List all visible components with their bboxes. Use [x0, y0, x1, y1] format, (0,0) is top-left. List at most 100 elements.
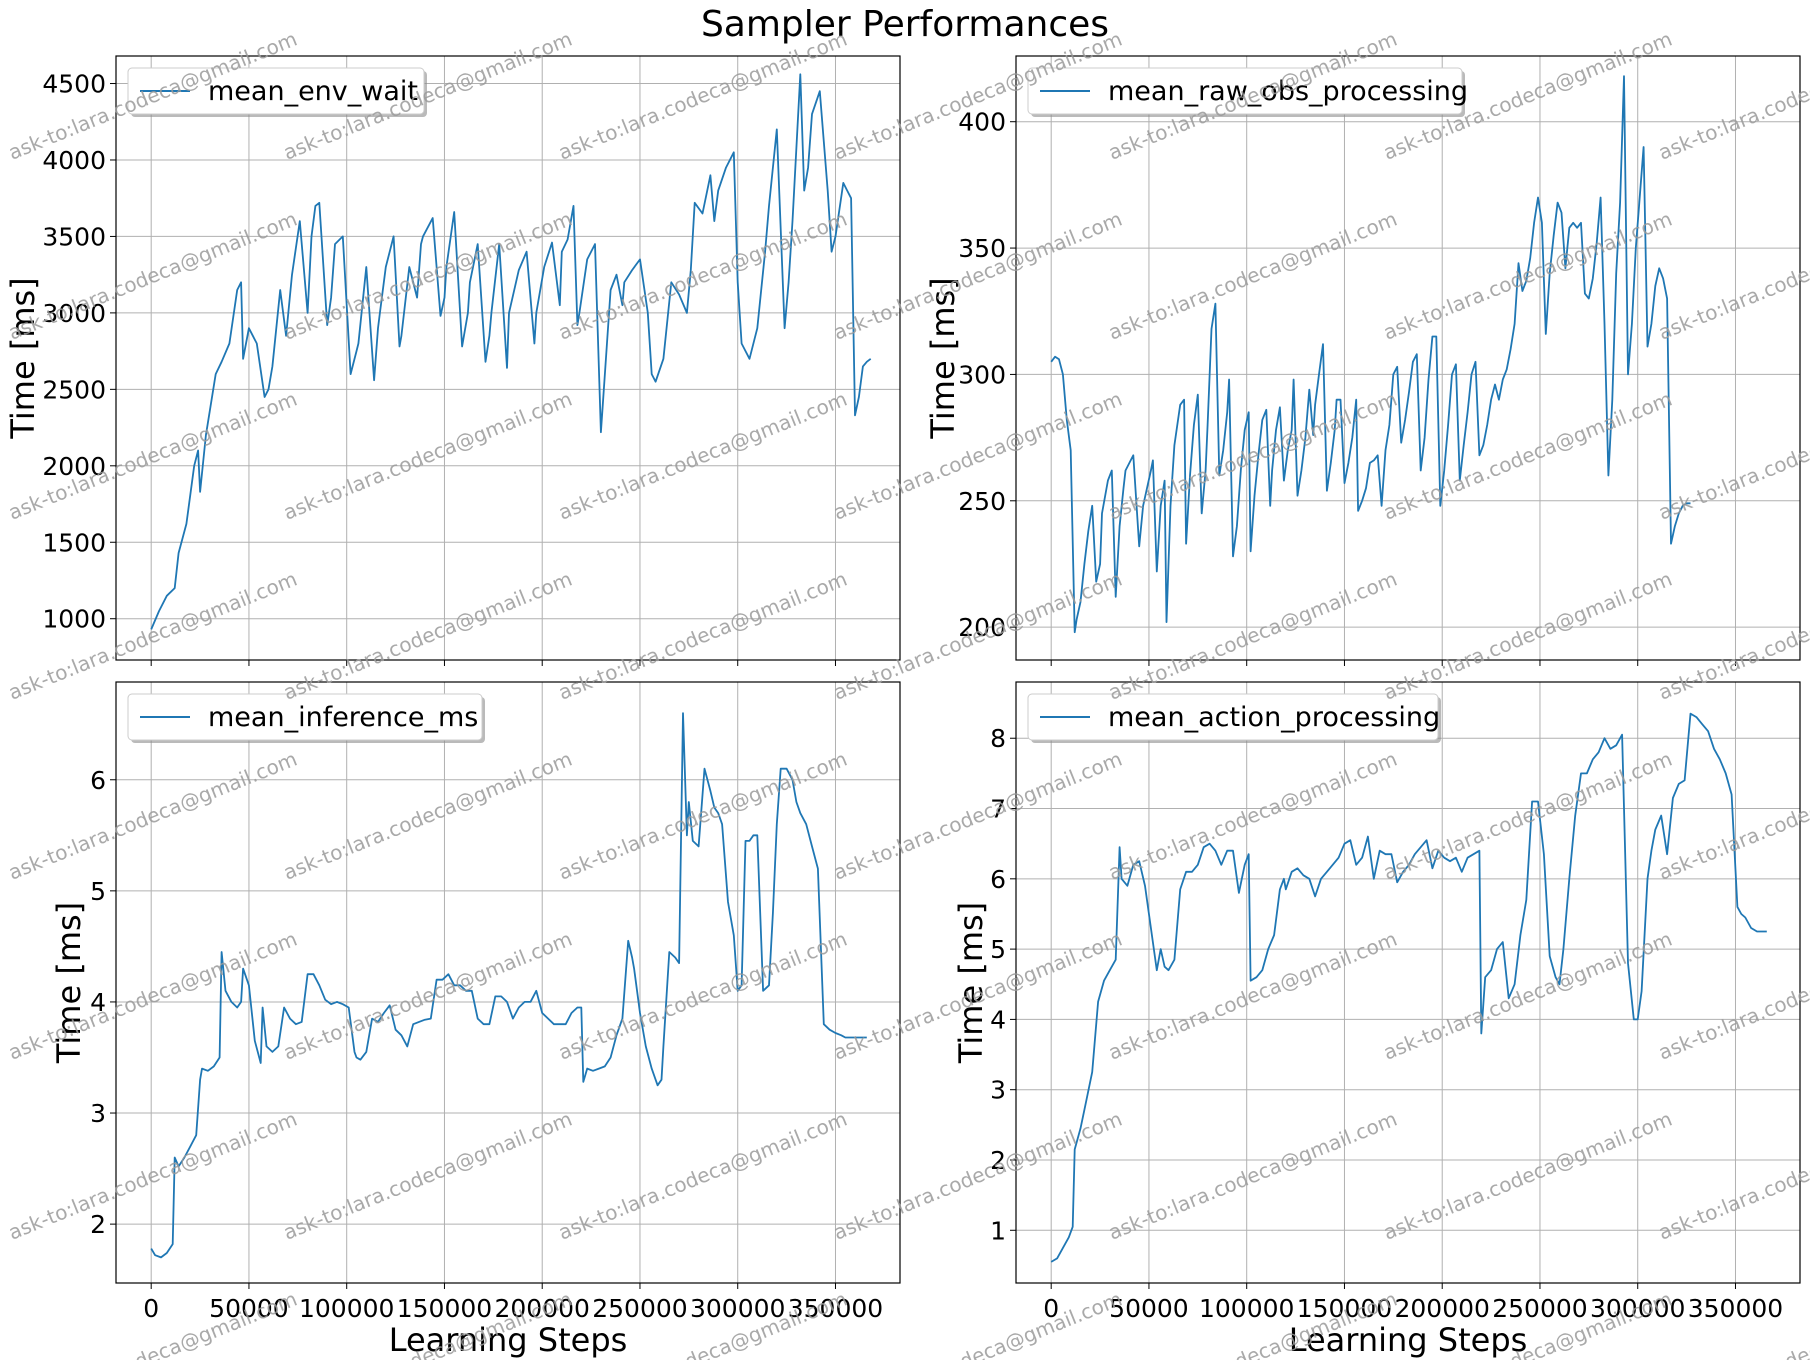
y-tick-label: 1000: [42, 605, 106, 634]
watermark-text: ask-to:lara.codeca@gmail.com: [555, 927, 851, 1065]
series-line-mean_inference_ms: [150, 712, 867, 1259]
watermark-text: ask-to:lara.codeca@gmail.com: [1655, 207, 1810, 345]
y-tick-label: 5: [990, 935, 1006, 964]
y-tick-label: 2500: [42, 375, 106, 404]
watermark-text: ask-to:lara.codeca@gmail.com: [830, 747, 1126, 885]
legend: mean_env_wait: [127, 67, 427, 117]
subplot-mean_raw_obs_processing: 200 250 300 350 400 Time [ms] mean_raw_obs_pro…: [924, 55, 1801, 666]
y-tick-label: 5: [90, 877, 106, 906]
series-line-mean_raw_obs_processing: [1050, 75, 1691, 634]
subplot-mean_inference_ms: 0 50000 100000 150000 200000 250000 300000 3500…: [50, 681, 901, 1359]
y-tick-label: 2: [90, 1210, 106, 1239]
x-tick-label: 250000: [592, 1294, 687, 1323]
x-tick-label: 100000: [299, 1294, 394, 1323]
x-tick-label: 200000: [494, 1294, 589, 1323]
x-tick-label: 0: [1043, 1294, 1059, 1323]
legend-box: [1027, 693, 1439, 741]
y-tick-label: 4: [990, 1005, 1006, 1034]
y-tick-label: 3500: [42, 222, 106, 251]
figure-title: Sampler Performances: [701, 4, 1109, 45]
watermark-text: ask-to:lara.codeca@gmail.com: [1655, 567, 1810, 705]
y-tick-label: 3: [90, 1099, 106, 1128]
x-tick-label: 150000: [397, 1294, 492, 1323]
y-tick-label: 6: [990, 865, 1006, 894]
x-tick-label: 350000: [788, 1294, 883, 1323]
legend-box: [127, 693, 483, 741]
legend-label: mean_env_wait: [208, 76, 418, 107]
watermark-text: ask-to:lara.codeca@gmail.com: [830, 207, 1126, 345]
watermark-text: ask-to:lara.codeca@gmail.com: [555, 387, 851, 525]
y-tick-label: 3000: [42, 299, 106, 328]
watermark-text: ask-to:lara.codeca@gmail.com: [1655, 927, 1810, 1065]
watermark-text: ask-to:lara.codeca@gmail.com: [280, 747, 576, 885]
legend-label: mean_action_processing: [1108, 702, 1440, 733]
x-tick-label: 300000: [690, 1294, 785, 1323]
y-tick-label: 4000: [42, 146, 106, 175]
watermark-text: ask-to:lara.codeca@gmail.com: [555, 567, 851, 705]
watermark-layer: ask-to:lara.codeca@gmail.comask-to:lara.…: [5, 27, 1810, 1360]
y-tick-label: 6: [90, 766, 106, 795]
watermark-text: ask-to:lara.codeca@gmail.com: [555, 27, 851, 165]
watermark-text: ask-to:lara.codeca@gmail.com: [280, 567, 576, 705]
watermark-text: ask-to:lara.codeca@gmail.com: [280, 387, 576, 525]
watermark-text: ask-to:lara.codeca@gmail.com: [1655, 1107, 1810, 1245]
y-tick-label: 4: [90, 988, 106, 1017]
axes-frame: [1015, 55, 1801, 661]
legend: mean_inference_ms: [127, 693, 485, 743]
legend-label: mean_inference_ms: [208, 702, 478, 733]
y-axis-label: Time [ms]: [50, 902, 88, 1064]
axes-frame: [115, 681, 901, 1284]
y-tick-label: 200: [958, 613, 1006, 642]
x-tick-label: 300000: [1590, 1294, 1685, 1323]
x-tick-label: 50000: [209, 1294, 289, 1323]
legend-box: [1027, 67, 1463, 115]
y-tick-label: 8: [990, 724, 1006, 753]
x-tick-label: 250000: [1492, 1294, 1587, 1323]
y-tick-label: 2: [990, 1146, 1006, 1175]
y-tick-label: 4500: [42, 70, 106, 99]
axes-frame: [115, 55, 901, 661]
subplot-mean_env_wait: 1000 1500 2000 2500 3000 3500 4000 4500 Time [ms…: [4, 55, 901, 666]
y-axis-label: Time [ms]: [4, 277, 42, 439]
watermark-text: ask-to:lara.codeca@gmail.com: [830, 567, 1126, 705]
y-axis-label: Time [ms]: [924, 277, 962, 439]
watermark-text: ask-to:lara.codeca@gmail.com: [5, 747, 301, 885]
y-tick-label: 250: [958, 487, 1006, 516]
series-line-mean_action_processing: [1050, 712, 1767, 1263]
watermark-text: ask-to:lara.codeca@gmail.com: [1380, 567, 1676, 705]
watermark-text: ask-to:lara.codeca@gmail.com: [555, 207, 851, 345]
x-axis-label: Learning Steps: [1289, 1321, 1528, 1359]
y-tick-label: 350: [958, 234, 1006, 263]
x-tick-label: 0: [143, 1294, 159, 1323]
y-tick-label: 1: [990, 1216, 1006, 1245]
x-tick-label: 100000: [1199, 1294, 1294, 1323]
x-tick-label: 150000: [1297, 1294, 1392, 1323]
axes-frame: [1015, 681, 1801, 1284]
x-tick-label: 200000: [1394, 1294, 1489, 1323]
watermark-text: ask-to:lara.codeca@gmail.com: [555, 747, 851, 885]
x-axis-label: Learning Steps: [389, 1321, 628, 1359]
legend-label: mean_raw_obs_processing: [1108, 76, 1468, 107]
y-tick-label: 1500: [42, 528, 106, 557]
watermark-text: ask-to:lara.codeca@gmail.com: [1655, 387, 1810, 525]
y-tick-label: 3: [990, 1076, 1006, 1105]
legend: mean_action_processing: [1027, 693, 1441, 743]
y-tick-label: 400: [958, 108, 1006, 137]
watermark-text: ask-to:lara.codeca@gmail.com: [5, 567, 301, 705]
watermark-text: ask-to:lara.codeca@gmail.com: [830, 1107, 1126, 1245]
x-tick-label: 350000: [1688, 1294, 1783, 1323]
y-tick-label: 300: [958, 360, 1006, 389]
x-tick-label: 50000: [1109, 1294, 1189, 1323]
legend-box: [127, 67, 425, 115]
y-axis-label: Time [ms]: [952, 902, 990, 1064]
watermark-text: ask-to:lara.codeca@gmail.com: [1380, 1107, 1676, 1245]
series-line-mean_env_wait: [150, 73, 872, 630]
legend: mean_raw_obs_processing: [1027, 67, 1468, 117]
watermark-text: ask-to:lara.codeca@gmail.com: [1380, 387, 1676, 525]
watermark-text: ask-to:lara.codeca@gmail.com: [1655, 27, 1810, 165]
y-tick-label: 2000: [42, 452, 106, 481]
subplot-mean_action_processing: 0 50000 100000 150000 200000 250000 300000 3500…: [952, 681, 1801, 1359]
y-tick-label: 7: [990, 795, 1006, 824]
